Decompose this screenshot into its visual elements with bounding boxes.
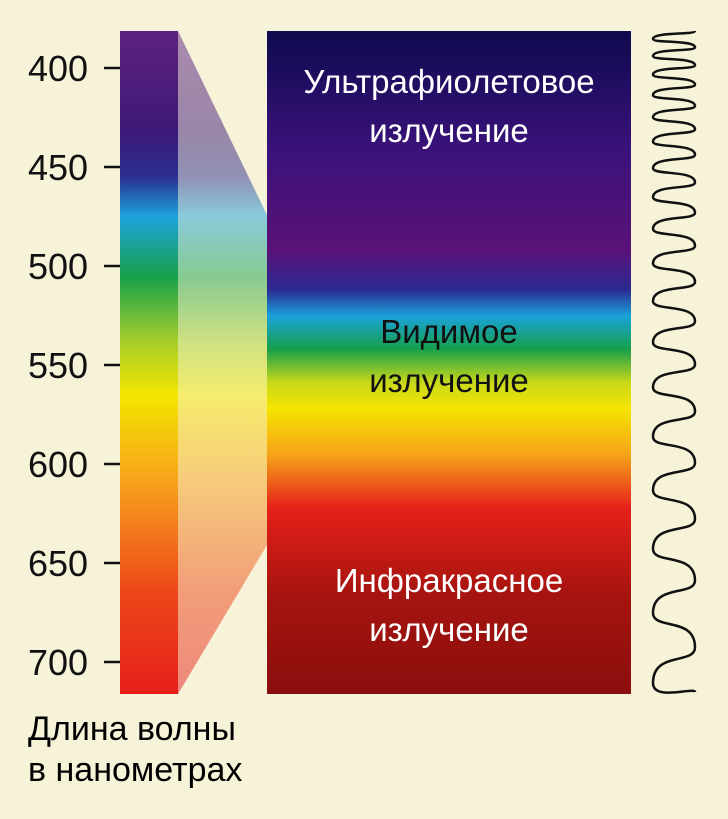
tick-label: 450 xyxy=(28,147,88,188)
projection xyxy=(178,31,267,694)
region-label: излучение xyxy=(369,611,529,648)
region-label: излучение xyxy=(369,112,529,149)
region-label: Видимое xyxy=(380,313,518,350)
tick-label: 700 xyxy=(28,642,88,683)
tick-label: 550 xyxy=(28,345,88,386)
tick-label: 600 xyxy=(28,444,88,485)
region-label: излучение xyxy=(369,362,529,399)
radiation-box xyxy=(267,31,631,694)
axis-label: в нанометрах xyxy=(28,751,242,789)
region-label: Ультрафиолетовое xyxy=(303,63,594,100)
tick-label: 400 xyxy=(28,48,88,89)
axis-label: Длина волны xyxy=(28,710,236,748)
region-label: Инфракрасное xyxy=(335,562,563,599)
tick-label: 500 xyxy=(28,246,88,287)
wave xyxy=(651,29,697,694)
tick-label: 650 xyxy=(28,543,88,584)
spectrum-strip xyxy=(120,31,178,694)
